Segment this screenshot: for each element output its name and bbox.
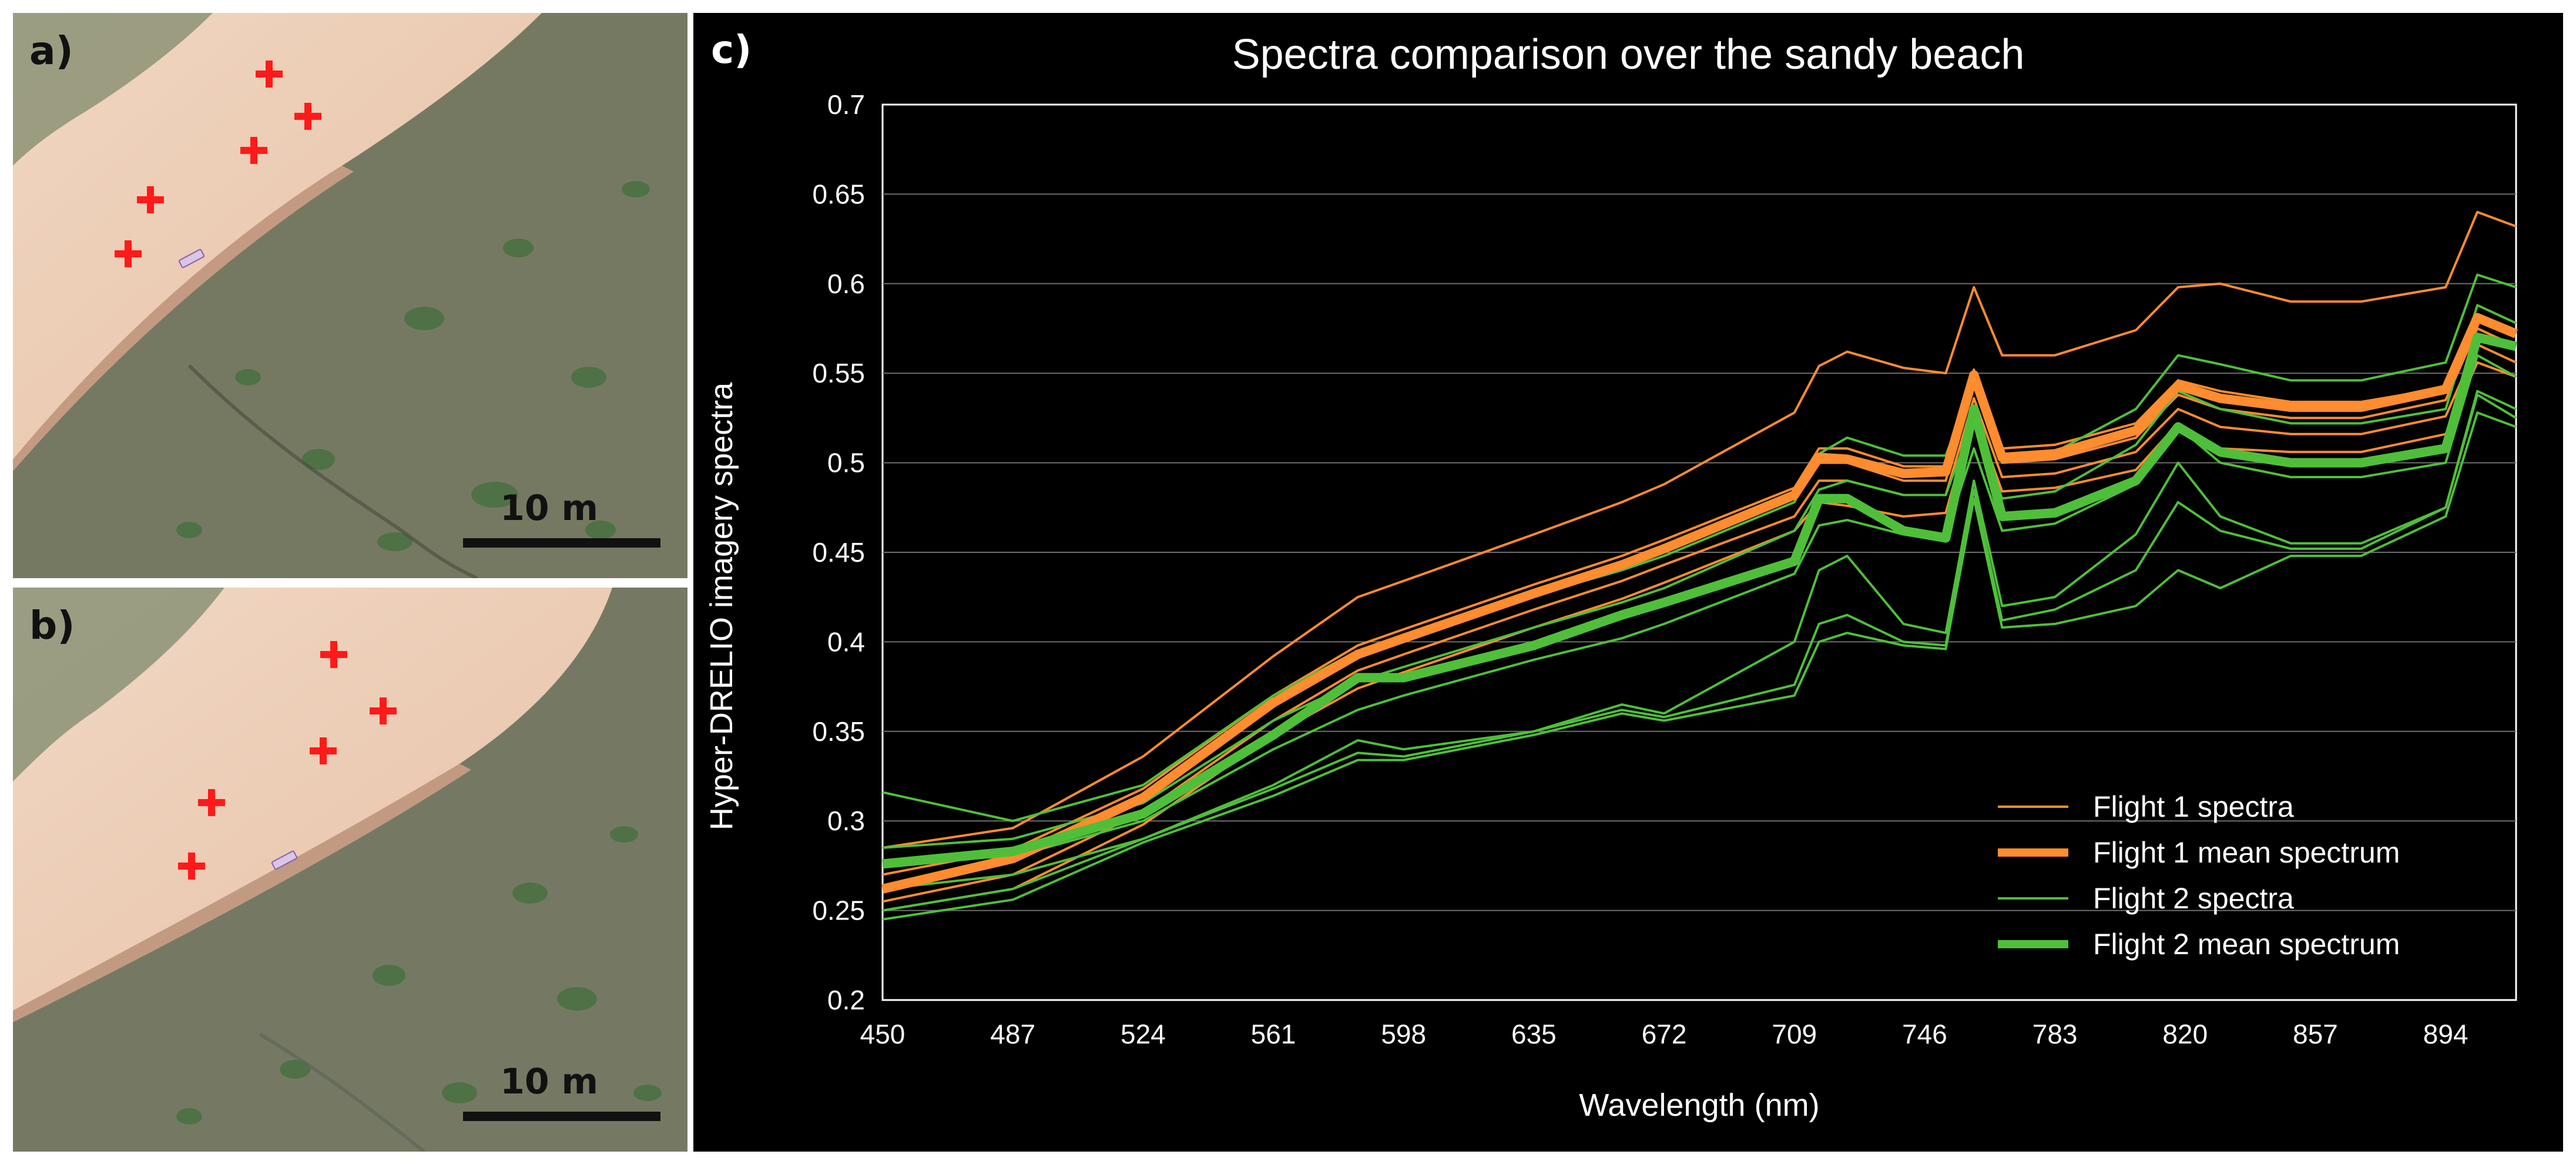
x-tick-label: 820 <box>2162 1019 2208 1049</box>
x-tick-label: 487 <box>990 1019 1035 1049</box>
x-tick-label: 857 <box>2293 1019 2338 1049</box>
legend-item: Flight 1 spectra <box>1998 784 2400 830</box>
legend-label: Flight 2 spectra <box>2093 881 2294 915</box>
legend-label: Flight 2 mean spectrum <box>2093 927 2400 961</box>
gcp-marker <box>320 641 347 668</box>
gcp-marker <box>178 853 205 880</box>
x-tick-label: 561 <box>1251 1019 1296 1049</box>
y-tick-label: 0.4 <box>827 626 865 657</box>
scale-bar-label: 10 m <box>500 488 598 529</box>
y-tick-label: 0.65 <box>812 179 865 209</box>
spectrum-line <box>883 305 2516 848</box>
gcp-marker <box>198 789 225 816</box>
gcp-marker <box>256 61 283 88</box>
x-tick-label: 450 <box>860 1019 905 1049</box>
y-tick-label: 0.5 <box>827 448 865 478</box>
aerial-image-panel-b: b) 10 m <box>13 588 687 1152</box>
y-tick-label: 0.3 <box>827 806 865 836</box>
legend-swatch <box>1998 847 2068 858</box>
scale-bar <box>463 538 660 548</box>
gcp-marker <box>294 103 321 130</box>
x-tick-label: 783 <box>2032 1019 2078 1049</box>
x-tick-label: 894 <box>2423 1019 2468 1049</box>
x-tick-label: 672 <box>1642 1019 1687 1049</box>
y-tick-label: 0.25 <box>812 895 865 926</box>
legend-item: Flight 2 spectra <box>1998 875 2400 921</box>
y-tick-labels: 0.2 0.25 0.3 0.35 0.4 0.45 0.5 0.55 0.6 0.65 0.7 <box>812 89 865 1015</box>
x-tick-label: 746 <box>1902 1019 1947 1049</box>
spectrum-line <box>883 275 2516 821</box>
gcp-marker <box>370 697 397 724</box>
legend-swatch <box>1998 801 2068 813</box>
chart-title: Spectra comparison over the sandy beach <box>693 31 2563 79</box>
gcp-marker <box>240 137 267 164</box>
panel-letter: b) <box>29 603 75 648</box>
gcp-marker <box>310 737 337 764</box>
x-tick-label: 709 <box>1772 1019 1817 1049</box>
y-tick-label: 0.45 <box>812 537 865 568</box>
legend-item: Flight 1 mean spectrum <box>1998 830 2400 875</box>
y-tick-label: 0.6 <box>827 269 865 299</box>
gcp-marker <box>137 186 164 213</box>
y-tick-label: 0.55 <box>812 358 865 388</box>
spectra-chart: 0.2 0.25 0.3 0.35 0.4 0.45 0.5 0.55 0.6 0.65 0.7 4… <box>693 13 2563 1152</box>
panel-letter: a) <box>29 28 73 73</box>
legend-item: Flight 2 mean spectrum <box>1998 921 2400 967</box>
legend-label: Flight 1 mean spectrum <box>2093 836 2400 870</box>
gcp-marker <box>115 240 142 267</box>
scale-bar-label: 10 m <box>500 1061 598 1102</box>
legend-label: Flight 1 spectra <box>2093 790 2294 824</box>
chart-panel: 0.2 0.25 0.3 0.35 0.4 0.45 0.5 0.55 0.6 0.65 0.7 4… <box>693 13 2563 1152</box>
scale-bar <box>463 1112 660 1121</box>
x-tick-label: 598 <box>1381 1019 1426 1049</box>
x-tick-label: 635 <box>1511 1019 1557 1049</box>
legend: Flight 1 spectra Flight 1 mean spectrum … <box>1998 784 2400 967</box>
y-axis-label: Hyper-DRELIO imagery spectra <box>703 382 740 830</box>
y-tick-label: 0.7 <box>827 89 865 120</box>
y-tick-label: 0.35 <box>812 716 865 747</box>
x-axis-label: Wavelength (nm) <box>883 1087 2516 1123</box>
legend-swatch <box>1998 938 2068 950</box>
x-tick-labels: 450 487 524 561 598 635 672 709 746 783 820 857 894 <box>860 1019 2468 1049</box>
x-tick-label: 524 <box>1121 1019 1166 1049</box>
legend-swatch <box>1998 892 2068 904</box>
aerial-image-panel-a: a) 10 m <box>13 13 687 578</box>
y-tick-label: 0.2 <box>827 985 865 1015</box>
